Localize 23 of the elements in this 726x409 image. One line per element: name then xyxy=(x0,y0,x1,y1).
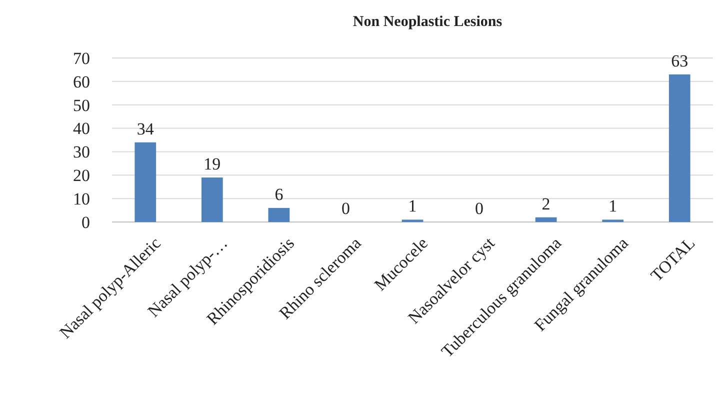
data-label: 2 xyxy=(542,194,550,214)
data-label: 1 xyxy=(408,196,417,216)
y-tick-label: 40 xyxy=(73,119,90,138)
data-label: 1 xyxy=(608,196,618,216)
data-label: 34 xyxy=(136,119,154,138)
bar xyxy=(668,74,690,222)
bar xyxy=(268,208,290,222)
y-tick-label: 70 xyxy=(73,48,90,68)
data-label: 19 xyxy=(204,154,221,174)
y-tick-label: 10 xyxy=(73,190,90,209)
y-tick-label: 60 xyxy=(73,72,90,92)
y-tick-label: 30 xyxy=(73,142,90,162)
data-label: 0 xyxy=(475,199,484,218)
data-label: 6 xyxy=(274,184,284,204)
data-label: 63 xyxy=(671,51,688,70)
chart-title: Non Neoplastic Lesions xyxy=(352,14,502,30)
bar xyxy=(201,177,223,222)
y-tick-label: 0 xyxy=(82,212,90,232)
bar xyxy=(535,217,557,222)
bar xyxy=(134,142,156,222)
data-label: 0 xyxy=(341,199,350,218)
y-tick-label: 50 xyxy=(73,96,90,115)
y-tick-label: 20 xyxy=(73,166,90,186)
